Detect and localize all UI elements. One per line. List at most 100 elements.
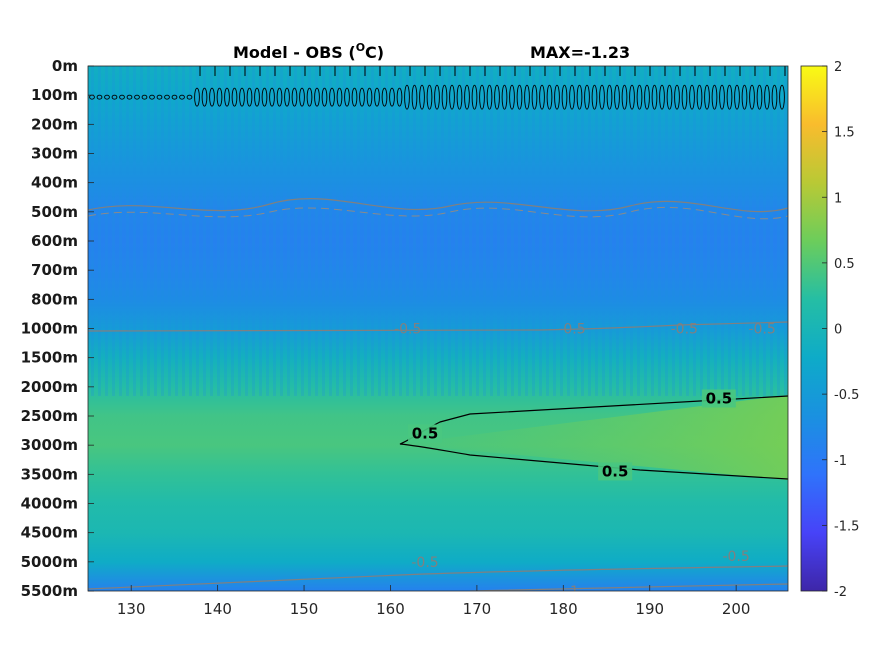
- contour-ellipse: [666, 84, 673, 110]
- y-tick-label: 600m: [31, 232, 78, 250]
- contour-ellipse: [186, 94, 193, 100]
- colorbar-tick-label: -1: [834, 454, 847, 469]
- contour-ellipse: [486, 84, 493, 110]
- contour-ellipse: [366, 87, 373, 107]
- y-tick-label: 300m: [31, 145, 78, 163]
- colorbar-tick-label: -1.5: [834, 519, 859, 534]
- contour-line-minus1-bottom: [469, 583, 788, 591]
- contour-ellipse: [434, 84, 440, 110]
- contour-label: -0.5: [558, 322, 585, 338]
- x-tick-label: 150: [290, 600, 319, 618]
- contour-ellipse: [621, 84, 628, 110]
- contour-ellipse: [576, 84, 583, 110]
- contour-ellipse: [171, 94, 178, 100]
- contour-ellipse: [479, 84, 485, 110]
- contour-ellipse: [104, 94, 110, 100]
- contour-ellipse: [419, 84, 425, 110]
- colorbar-tick-label: 1.5: [834, 126, 855, 141]
- contour-ellipse: [509, 84, 515, 110]
- colorbar-ticks: 2 1.5 1 0.5 0 -0.5 -1 -1.5 -2: [822, 60, 859, 600]
- contour-ellipse: [179, 94, 185, 100]
- contour-ellipse: [704, 84, 710, 110]
- y-tick-label: 0m: [52, 57, 78, 75]
- colorbar-tick-label: -0.5: [834, 388, 859, 403]
- y-tick-label: 800m: [31, 290, 78, 308]
- contour-labels: -0.5 -0.5 -0.5 -0.5 0.5 0.5 0.5 -0.5 -0.5 -1: [394, 322, 776, 592]
- contour-ellipse: [284, 87, 290, 107]
- contour-ellipse: [464, 84, 470, 110]
- contour-ellipse: [216, 87, 223, 107]
- contour-ellipse: [396, 87, 403, 107]
- x-tick-label: 200: [722, 600, 751, 618]
- contour-ellipse: [636, 84, 643, 110]
- contour-ellipse: [764, 84, 770, 110]
- contour-ellipse: [359, 87, 365, 107]
- contour-ellipse: [269, 87, 275, 107]
- contour-label: 0.5: [412, 425, 439, 443]
- contour-ellipse: [501, 84, 508, 110]
- contour-ellipse: [441, 84, 448, 110]
- contour-ellipse: [614, 84, 620, 110]
- contour-ellipse: [374, 87, 380, 107]
- contour-ellipse: [531, 84, 538, 110]
- contour-ellipse: [629, 84, 635, 110]
- contour-line-minus1-500m: [88, 198, 788, 213]
- contour-ellipse: [119, 94, 125, 100]
- contour-ellipse: [299, 87, 305, 107]
- y-tick-label: 100m: [31, 86, 78, 104]
- contour-ellipse: [194, 87, 200, 107]
- contour-ellipse: [524, 84, 530, 110]
- contour-ellipse: [261, 87, 268, 107]
- contour-ellipse: [306, 87, 313, 107]
- contour-ellipse: [344, 87, 350, 107]
- y-tick-label: 4000m: [21, 495, 78, 513]
- contour-ellipse: [449, 84, 455, 110]
- contour-ellipse: [681, 84, 688, 110]
- contour-ellipse: [749, 84, 755, 110]
- y-tick-label: 2500m: [21, 407, 78, 425]
- contour-ellipse: [126, 94, 133, 100]
- contour-ellipse: [246, 87, 253, 107]
- contour-ellipse: [314, 87, 320, 107]
- contour-line-minus05-1000m: [88, 321, 788, 332]
- contour-ellipse: [659, 84, 665, 110]
- contour-ellipse: [771, 84, 778, 110]
- contour-label: 0.5: [602, 462, 629, 480]
- contour-ellipse: [134, 94, 140, 100]
- contour-ellipse: [779, 84, 785, 110]
- contour-ellipse: [426, 84, 433, 110]
- contour-ellipse: [351, 87, 358, 107]
- contour-ellipse: [291, 87, 298, 107]
- warm-anomaly-core: [400, 395, 788, 480]
- contour-ellipse: [644, 84, 650, 110]
- contour-ellipse: [516, 84, 523, 110]
- contour-ellipse: [711, 84, 718, 110]
- y-tick-label: 3500m: [21, 465, 78, 483]
- contour-ellipse: [381, 87, 388, 107]
- x-tick-label: 190: [635, 600, 664, 618]
- colorbar-tick-label: 0.5: [834, 257, 855, 272]
- contour-label: -0.5: [748, 322, 775, 338]
- y-tick-label: 400m: [31, 174, 78, 192]
- contour-line-minus05-bottom: [88, 565, 788, 590]
- contour-ellipse: [606, 84, 613, 110]
- contour-ellipse: [329, 87, 335, 107]
- max-label: MAX=-1.23: [530, 43, 630, 62]
- contour-ellipse: [471, 84, 478, 110]
- contour-ellipse: [741, 84, 748, 110]
- y-tick-label: 5500m: [21, 582, 78, 600]
- colorbar-tick-label: 2: [834, 60, 842, 75]
- contour-ellipse: [651, 84, 658, 110]
- contour-ellipse: [231, 87, 238, 107]
- contour-ellipse: [389, 87, 395, 107]
- y-tick-label: 200m: [31, 115, 78, 133]
- y-tick-label: 1000m: [21, 320, 78, 338]
- contour-label: -0.5: [671, 322, 698, 338]
- contour-ellipse: [494, 84, 500, 110]
- surface-contour-ellipses: [89, 66, 786, 110]
- contour-ellipse: [456, 84, 463, 110]
- y-tick-label: 4500m: [21, 524, 78, 542]
- contour-ellipse: [561, 84, 568, 110]
- contour-ellipse: [539, 84, 545, 110]
